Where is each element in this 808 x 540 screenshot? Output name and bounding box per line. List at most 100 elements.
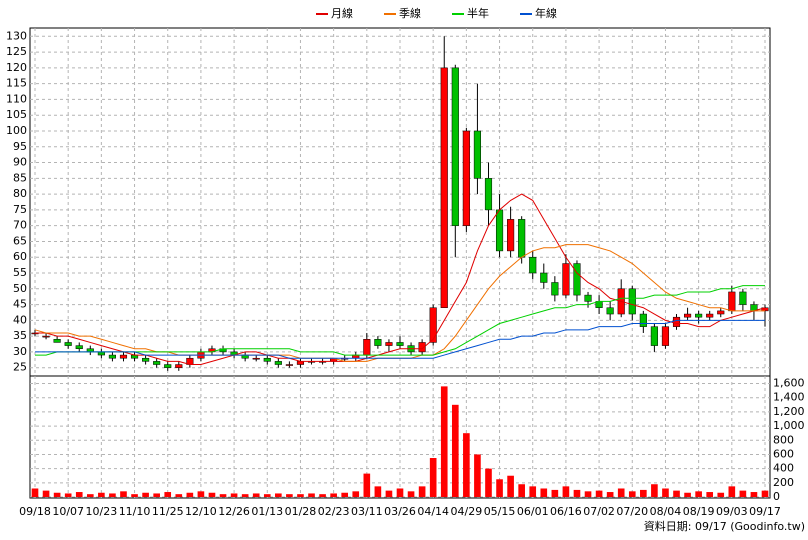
ma-line [35,319,765,359]
candle-body [385,342,393,346]
volume-bar [53,492,61,497]
candle-body [551,282,559,296]
candle-body [119,354,128,359]
ma-line [35,285,765,356]
candle-body [462,130,470,226]
volume-bar [42,490,50,497]
volume-bar [418,486,426,497]
legend-label: 年線 [535,6,557,20]
y2-tick-label: 0 [773,490,780,503]
candle-body [164,364,172,368]
volume-bar [120,491,127,497]
y-tick-label: 40 [13,313,27,326]
y2-tick-label: 1,600 [773,377,805,390]
y2-tick-label: 1,400 [773,391,805,404]
volume-bar [706,492,714,497]
x-tick-label: 02/23 [318,505,350,518]
volume-bar [617,488,625,497]
volume-bar [584,491,592,497]
volume-bar [109,493,116,497]
candle-body [650,326,658,346]
volume-bar [219,494,227,497]
volume-bar [252,493,260,497]
volume-bar [739,490,747,497]
volume-bar [573,489,581,497]
legend-label: 季線 [399,6,421,20]
footnote: 資料日期: 09/17 (Goodinfo.tw) [644,519,805,533]
candle-body [529,256,537,274]
candle-body [739,291,747,305]
volume-bar [695,491,702,497]
candle-body [451,67,459,226]
volume-bar [64,493,72,497]
y-tick-label: 50 [13,282,27,295]
candle-body [484,178,493,211]
volume-bar [363,473,371,497]
volume-bar [651,484,658,497]
y-tick-label: 130 [6,29,27,42]
volume-bar [297,494,304,497]
x-tick-label: 01/28 [285,505,317,518]
volume-bar [463,433,470,497]
candle-body [540,272,548,283]
x-tick-label: 08/19 [683,505,715,518]
volume-bar [407,491,415,497]
volume-bar [98,492,105,497]
candle-body [584,294,592,302]
volume-bar [352,491,360,497]
x-tick-label: 12/10 [185,505,217,518]
candle-body [684,313,692,318]
candle-body [153,361,161,365]
candle-body [639,313,647,327]
x-tick-label: 11/25 [152,505,184,518]
volume-bar [175,494,183,497]
y-tick-label: 65 [13,234,27,247]
y-tick-label: 25 [13,361,27,374]
candle-body [606,307,614,315]
volume-bar [308,493,315,497]
volume-bar [86,494,94,497]
candle-body [728,291,736,312]
volume-bar [164,492,172,497]
y-tick-label: 85 [13,171,27,184]
candle-body [396,342,404,346]
y-tick-label: 55 [13,266,27,279]
candle-body [418,342,426,353]
candle-body [108,354,116,359]
candle-body [53,339,61,343]
candle-body [672,316,681,327]
candle-body [706,313,714,318]
candle-body [263,357,271,362]
x-tick-label: 01/13 [251,505,283,518]
volume-bar [684,492,691,497]
candle-body [473,130,481,179]
candle-body [252,357,260,360]
volume-bar [595,490,603,497]
volume-bar [186,492,194,497]
volume-bar [153,493,160,497]
candle-body [518,219,526,258]
volume-bar [551,489,559,497]
candle-body [573,263,581,296]
x-tick-label: 08/04 [650,505,682,518]
volume-bar [385,490,393,497]
y-tick-label: 60 [13,250,27,263]
volume-bar [640,489,647,497]
volume-bar [485,468,492,497]
volume-bar [474,454,481,497]
y2-tick-label: 1,000 [773,419,805,432]
y2-tick-label: 1,200 [773,405,805,418]
candle-body [42,335,50,338]
y-tick-label: 30 [13,345,27,358]
volume-bar [662,488,669,497]
y-tick-label: 80 [13,187,27,200]
x-tick-label: 07/20 [616,505,648,518]
volume-bar [518,484,525,497]
y-tick-label: 95 [13,140,27,153]
legend-label: 月線 [331,6,353,20]
ma-line [35,193,766,366]
candle-body [374,339,382,346]
candle-body [75,345,83,350]
y-tick-label: 110 [6,92,27,105]
x-tick-label: 05/15 [484,505,516,518]
